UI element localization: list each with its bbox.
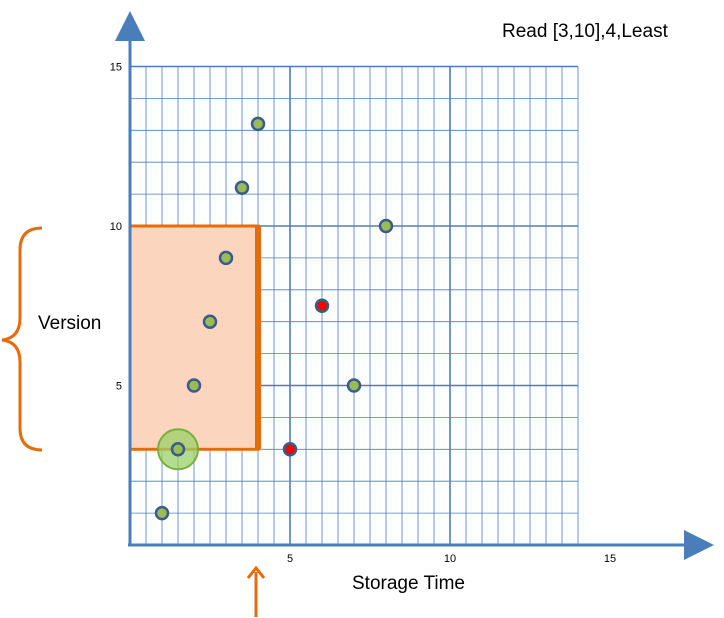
- data-point: [346, 378, 362, 393]
- y-tick-label: 10: [110, 221, 122, 233]
- tick-labels: 5 10 15 5 10 15: [110, 62, 616, 566]
- data-point: [218, 250, 234, 266]
- data-point: [282, 442, 298, 457]
- data-point: [186, 378, 202, 393]
- y-axis-label: Version: [38, 313, 101, 334]
- data-point: [154, 505, 170, 521]
- query-region: [128, 224, 260, 451]
- grid: [130, 65, 579, 545]
- y-tick-label: 15: [110, 62, 122, 74]
- x-tick-label: 15: [604, 553, 616, 565]
- x-tick-label: 5: [287, 553, 293, 565]
- y-tick-label: 5: [116, 381, 122, 393]
- data-point: [170, 442, 186, 457]
- data-point: [250, 116, 266, 132]
- data-point: [202, 314, 218, 329]
- query-title: Read [3,10],4,Least: [502, 21, 669, 42]
- data-points: [154, 116, 394, 521]
- data-point: [314, 298, 330, 313]
- x-axis-label: Storage Time: [352, 573, 465, 594]
- data-point: [234, 180, 250, 195]
- time-marker-arrow: [246, 565, 266, 617]
- x-tick-label: 10: [444, 553, 456, 565]
- version-brace: [1, 226, 43, 452]
- data-point: [378, 218, 394, 234]
